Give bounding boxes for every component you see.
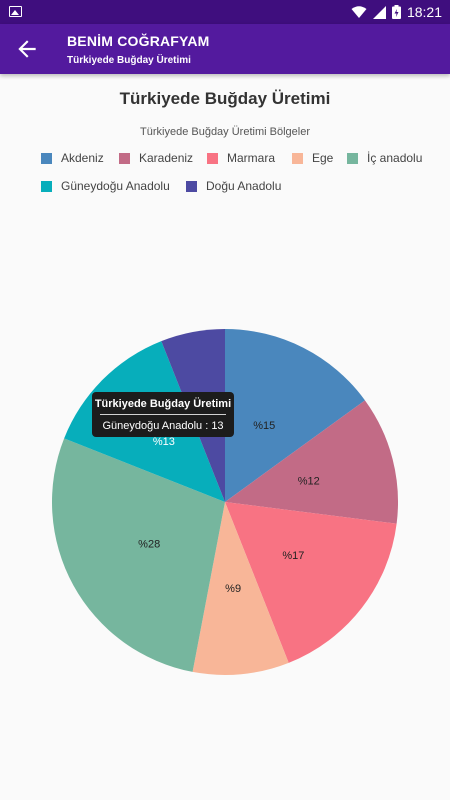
legend-label: Marmara <box>227 151 276 165</box>
legend-swatch <box>186 180 197 192</box>
pie-slice[interactable] <box>225 329 365 502</box>
slice-label: %15 <box>253 420 275 432</box>
status-bar: 18:21 <box>0 0 450 24</box>
slice-label: %9 <box>225 583 241 595</box>
pie-slice[interactable] <box>52 438 226 672</box>
arrow-back-icon[interactable] <box>14 36 40 62</box>
slice-label: %17 <box>282 550 304 562</box>
app-title: BENİM COĞRAFYAM <box>67 33 210 49</box>
legend-swatch <box>292 152 303 164</box>
legend-swatch <box>41 152 52 164</box>
legend-swatch <box>41 180 52 192</box>
legend-swatch <box>347 152 358 164</box>
legend-item[interactable]: Ege <box>292 148 333 168</box>
legend-label: İç anadolu <box>367 151 423 165</box>
image-icon <box>9 6 22 17</box>
chart-title: Türkiyede Buğday Üretimi <box>119 89 331 108</box>
wifi-icon <box>351 5 367 18</box>
legend-title: Türkiyede Buğday Üretimi Bölgeler <box>140 126 310 138</box>
tooltip-separator: : <box>202 420 212 432</box>
status-time: 18:21 <box>406 4 442 20</box>
legend-item[interactable]: Karadeniz <box>119 148 193 168</box>
battery-icon <box>391 5 401 19</box>
tooltip-body: Güneydoğu Anadolu : 13 <box>92 420 234 432</box>
legend-item[interactable]: Marmara <box>207 148 275 168</box>
chart-tooltip: Türkiyede Buğday Üretimi Güneydoğu Anado… <box>92 392 234 437</box>
slice-label: %28 <box>138 539 160 551</box>
legend-label: Ege <box>312 151 334 165</box>
signal-icon <box>372 5 386 19</box>
legend-swatch <box>207 152 218 164</box>
slice-label: %12 <box>298 475 320 487</box>
legend-label: Güneydoğu Anadolu <box>61 179 170 193</box>
app-bar: BENİM COĞRAFYAM Türkiyede Buğday Üretimi <box>0 24 450 74</box>
pie-slice[interactable] <box>225 400 398 524</box>
legend-swatch <box>119 152 130 164</box>
pie-slice[interactable] <box>225 502 397 663</box>
legend-item[interactable]: Doğu Anadolu <box>186 176 281 196</box>
legend-label: Doğu Anadolu <box>206 179 282 193</box>
legend-item[interactable]: Akdeniz <box>41 148 104 168</box>
slice-label: %13 <box>153 436 175 448</box>
tooltip-label: Güneydoğu Anadolu <box>102 420 203 432</box>
legend-item[interactable]: Güneydoğu Anadolu <box>41 176 170 196</box>
legend-label: Akdeniz <box>61 151 104 165</box>
tooltip-value: 13 <box>211 420 224 432</box>
legend-item[interactable]: İç anadolu <box>347 148 422 168</box>
app-subtitle: Türkiyede Buğday Üretimi <box>67 55 191 66</box>
legend-label: Karadeniz <box>139 151 194 165</box>
tooltip-divider <box>100 414 226 415</box>
pie-slice[interactable] <box>192 502 289 675</box>
tooltip-title: Türkiyede Buğday Üretimi <box>94 398 232 410</box>
